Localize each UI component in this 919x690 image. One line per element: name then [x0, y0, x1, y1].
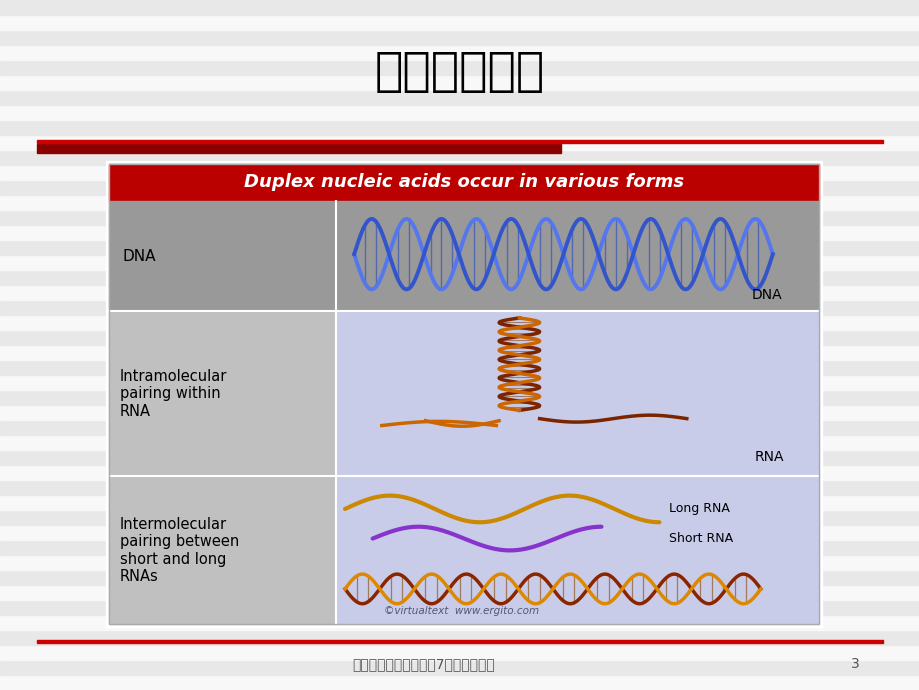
- Bar: [335, 201, 818, 311]
- Bar: [0, 270, 919, 285]
- Bar: [0, 495, 919, 510]
- Bar: [0, 555, 919, 570]
- Bar: [37, 140, 882, 143]
- Bar: [0, 75, 919, 90]
- Bar: [0, 375, 919, 390]
- Text: RNA: RNA: [754, 450, 783, 464]
- Bar: [0, 345, 919, 360]
- Bar: [0, 660, 919, 675]
- Bar: [0, 585, 919, 600]
- Text: ©virtualtext  www.ergito.com: ©virtualtext www.ergito.com: [384, 607, 539, 616]
- Bar: [0, 255, 919, 270]
- Bar: [335, 476, 818, 624]
- Bar: [37, 144, 561, 153]
- Bar: [0, 390, 919, 405]
- Bar: [0, 60, 919, 75]
- Bar: [108, 164, 818, 624]
- Bar: [0, 210, 919, 225]
- Bar: [108, 476, 335, 624]
- Bar: [0, 180, 919, 195]
- Bar: [0, 510, 919, 525]
- Bar: [108, 311, 335, 476]
- Bar: [0, 30, 919, 45]
- Text: Intramolecular
pairing within
RNA: Intramolecular pairing within RNA: [119, 369, 227, 419]
- Bar: [0, 0, 919, 15]
- Bar: [0, 165, 919, 180]
- Bar: [0, 540, 919, 555]
- Bar: [0, 360, 919, 375]
- Text: 3: 3: [850, 657, 859, 671]
- Bar: [0, 45, 919, 60]
- Bar: [0, 15, 919, 30]
- Bar: [0, 285, 919, 300]
- Bar: [108, 164, 818, 201]
- Text: 核酸分子杂交: 核酸分子杂交: [374, 50, 545, 95]
- Bar: [0, 90, 919, 105]
- Text: Duplex nucleic acids occur in various forms: Duplex nucleic acids occur in various fo…: [244, 173, 683, 191]
- Bar: [0, 330, 919, 345]
- Bar: [0, 630, 919, 645]
- Text: DNA: DNA: [751, 288, 781, 302]
- Bar: [106, 161, 821, 627]
- Bar: [37, 640, 882, 643]
- Bar: [0, 525, 919, 540]
- Bar: [0, 675, 919, 690]
- Bar: [108, 201, 335, 311]
- Bar: [0, 150, 919, 165]
- Bar: [0, 645, 919, 660]
- Bar: [0, 465, 919, 480]
- Bar: [335, 311, 818, 476]
- Bar: [0, 405, 919, 420]
- Bar: [0, 240, 919, 255]
- Bar: [0, 420, 919, 435]
- Bar: [0, 225, 919, 240]
- Text: 食品安全快速检测技术7分子杂交技术: 食品安全快速检测技术7分子杂交技术: [351, 657, 494, 671]
- Text: Short RNA: Short RNA: [668, 532, 732, 545]
- Bar: [0, 315, 919, 330]
- Bar: [0, 135, 919, 150]
- Bar: [0, 480, 919, 495]
- Text: Intermolecular
pairing between
short and long
RNAs: Intermolecular pairing between short and…: [119, 517, 239, 584]
- Bar: [0, 105, 919, 120]
- Bar: [0, 195, 919, 210]
- Bar: [0, 600, 919, 615]
- Bar: [0, 300, 919, 315]
- Bar: [0, 120, 919, 135]
- Text: Long RNA: Long RNA: [668, 502, 729, 515]
- Bar: [0, 435, 919, 450]
- Bar: [0, 615, 919, 630]
- Bar: [0, 570, 919, 585]
- Bar: [0, 450, 919, 465]
- Text: DNA: DNA: [122, 249, 155, 264]
